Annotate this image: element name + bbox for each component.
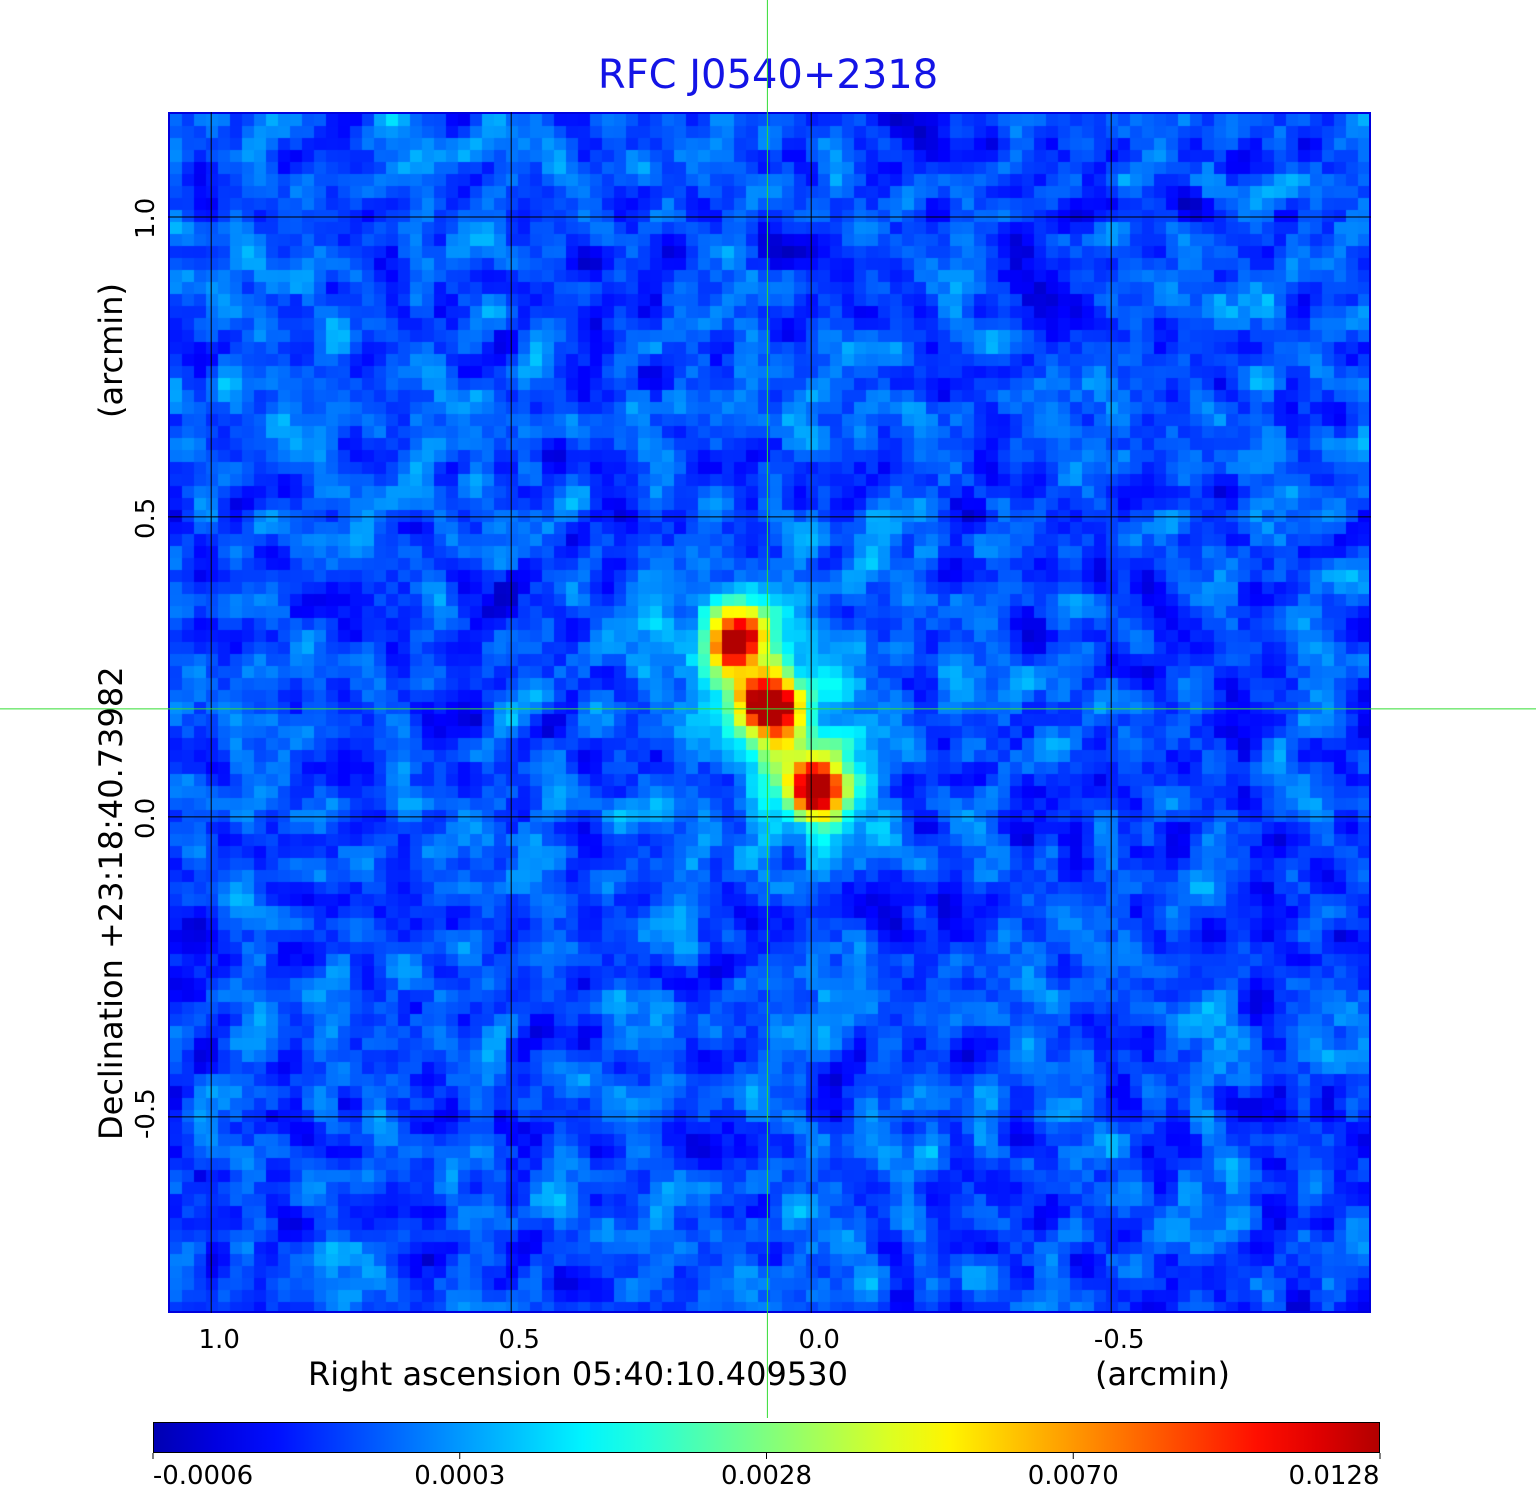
y-tick-label: -0.5 — [131, 1088, 161, 1139]
y-tick-label: 0.0 — [131, 797, 161, 839]
x-tick-label: 1.0 — [198, 1325, 240, 1355]
chart-title: RFC J0540+2318 — [597, 52, 939, 98]
y-axis-unit: (arcmin) — [92, 283, 130, 418]
colorbar-tick-label: -0.0006 — [152, 1461, 254, 1491]
sky-image-plot — [168, 112, 1371, 1313]
colorbar-tick-label: 0.0128 — [1288, 1461, 1380, 1491]
colorbar-tick-label: 0.0003 — [414, 1461, 506, 1491]
x-axis-unit: (arcmin) — [1095, 1355, 1230, 1393]
x-axis-label: Right ascension 05:40:10.409530 — [308, 1355, 848, 1393]
y-axis-label: Declination +23:18:40.73982 — [92, 666, 130, 1140]
x-tick-label: 0.5 — [498, 1325, 540, 1355]
heatmap-image — [170, 114, 1369, 1311]
x-tick-label: -0.5 — [1093, 1325, 1145, 1355]
y-tick-label: 0.5 — [131, 497, 161, 539]
colorbar-tick-label: 0.0070 — [1027, 1461, 1119, 1491]
colorbar-tick-label: 0.0028 — [721, 1461, 812, 1491]
y-tick-label: 1.0 — [131, 197, 161, 239]
colorbar — [153, 1422, 1380, 1453]
x-tick-label: 0.0 — [798, 1325, 840, 1355]
